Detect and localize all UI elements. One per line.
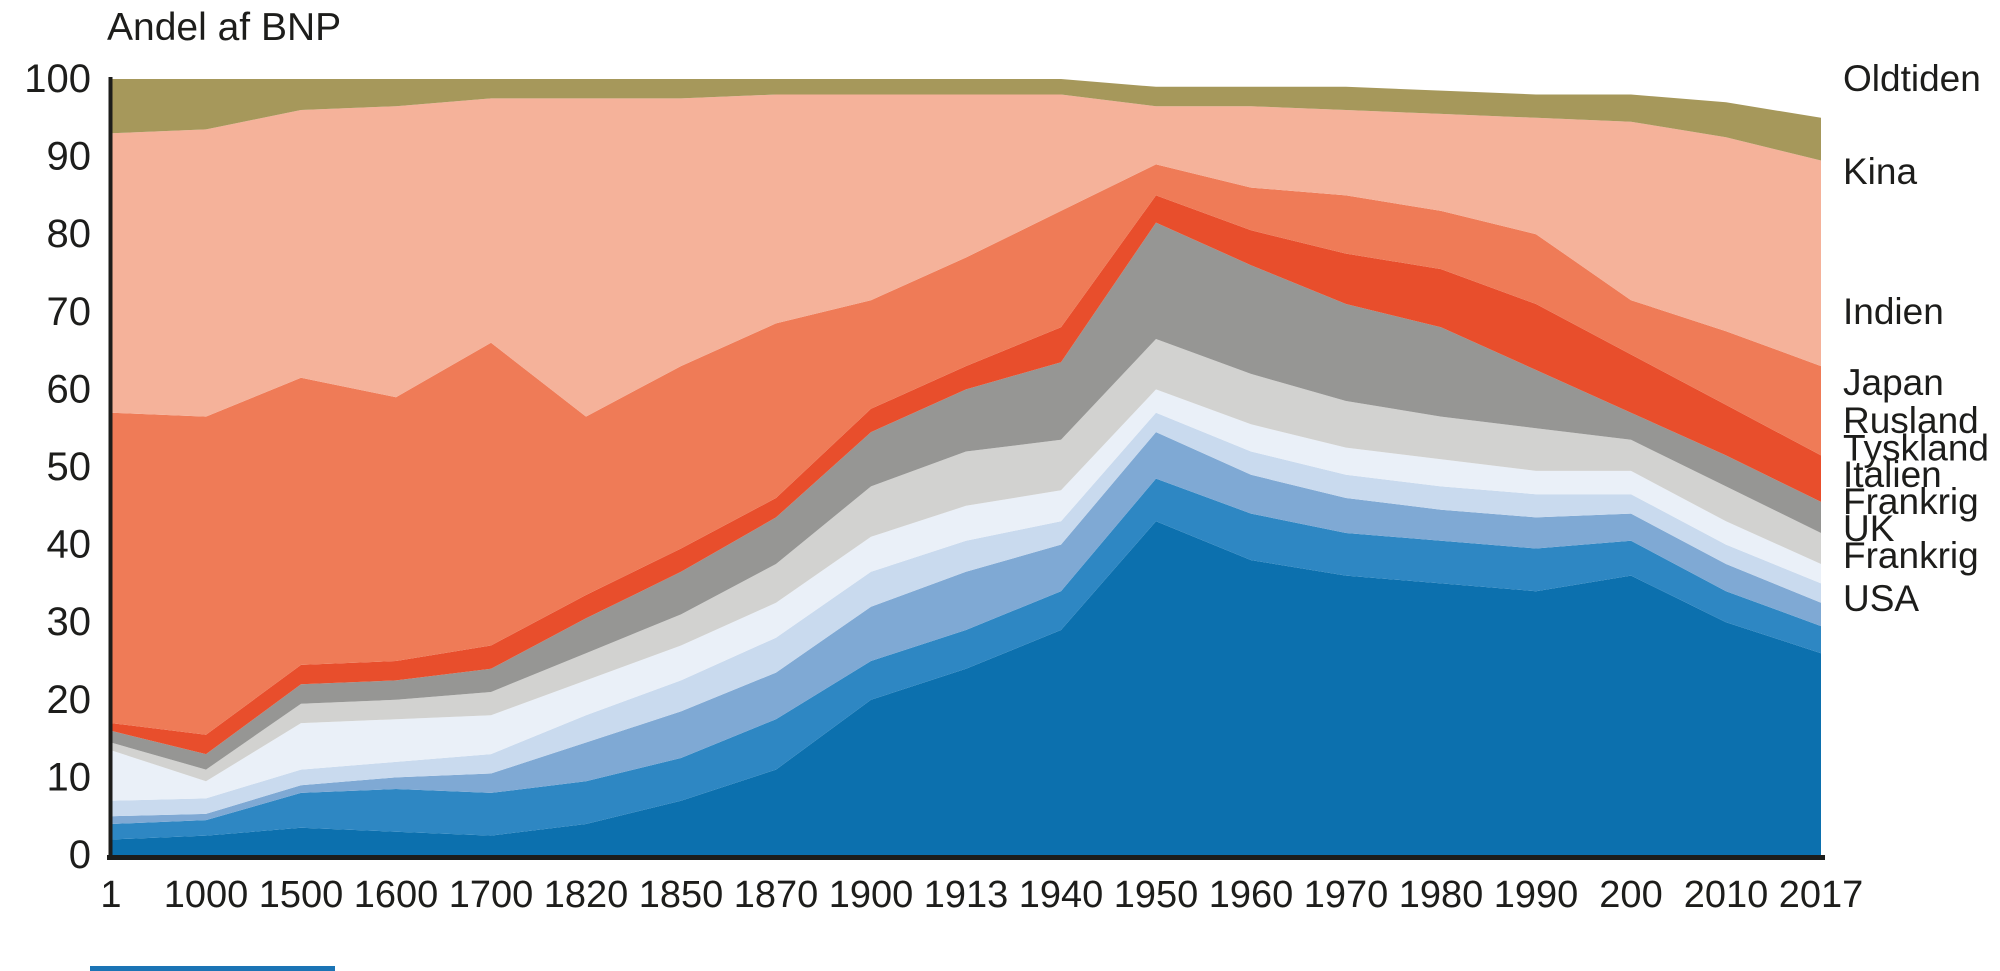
series-label-indien-2: Indien	[1843, 291, 1944, 332]
series-label-uk-8: UK	[1843, 508, 1895, 549]
area-frankrig-3	[111, 412, 1821, 817]
y-tick-label-0: 0	[69, 833, 91, 877]
x-tick-label-1870: 1870	[734, 874, 819, 916]
x-tick-label-1940: 1940	[1019, 874, 1104, 916]
area-japan-7	[111, 195, 1821, 755]
y-tick-label-30: 30	[47, 600, 92, 644]
chart-title: Andel af BNP	[107, 6, 341, 49]
x-tick-label-1820: 1820	[544, 874, 629, 916]
x-tick-label-1600: 1600	[354, 874, 439, 916]
series-label-rusland-4: Rusland	[1843, 400, 1979, 441]
y-tick-label-20: 20	[47, 678, 92, 722]
x-tick-label-1990: 1990	[1494, 874, 1579, 916]
y-tick-label-60: 60	[47, 367, 92, 411]
x-axis-line	[107, 855, 1825, 860]
series-label-japan-3: Japan	[1843, 362, 1944, 403]
series-label-frankrig-7: Frankrig	[1843, 481, 1979, 522]
area-tyskland-5	[111, 339, 1821, 782]
y-tick-label-90: 90	[47, 135, 92, 179]
x-tick-label-1913: 1913	[924, 874, 1009, 916]
series-label-kina-1: Kina	[1843, 151, 1917, 192]
y-axis-line	[108, 77, 113, 857]
area-kina-9	[111, 94, 1821, 417]
x-tick-label-1850: 1850	[639, 874, 724, 916]
y-tick-label-50: 50	[47, 445, 92, 489]
x-tick-label-1700: 1700	[449, 874, 534, 916]
area-usa-0	[111, 521, 1821, 855]
x-tick-label-2010: 2010	[1684, 874, 1769, 916]
series-label-oldtiden-0: Oldtiden	[1843, 58, 1981, 99]
area-uk-2	[111, 432, 1821, 824]
y-tick-label-40: 40	[47, 523, 92, 567]
x-tick-label-1950: 1950	[1114, 874, 1199, 916]
area-frankrig-1	[111, 478, 1821, 840]
series-label-frankrig-9: Frankrig	[1843, 535, 1979, 576]
area-indien-8	[111, 164, 1821, 735]
area-italien-4	[111, 389, 1821, 801]
x-tick-label-1500: 1500	[259, 874, 344, 916]
series-label-italien-6: Italien	[1843, 454, 1942, 495]
x-tick-label-1: 1	[100, 874, 121, 916]
y-tick-label-100: 100	[24, 57, 91, 101]
series-label-usa-10: USA	[1843, 578, 1919, 619]
footer-rule	[90, 966, 335, 971]
y-tick-label-10: 10	[47, 755, 92, 799]
x-tick-label-2017: 2017	[1779, 874, 1864, 916]
area-oldtiden-10	[111, 79, 1821, 161]
x-tick-label-1970: 1970	[1304, 874, 1389, 916]
y-tick-label-70: 70	[47, 290, 92, 334]
x-tick-label-1960: 1960	[1209, 874, 1294, 916]
series-label-tyskland-5: Tyskland	[1843, 427, 1989, 468]
y-tick-label-80: 80	[47, 212, 92, 256]
area-rusland-6	[111, 222, 1821, 770]
x-tick-label-1000: 1000	[164, 874, 249, 916]
x-tick-label-1900: 1900	[829, 874, 914, 916]
x-tick-label-1980: 1980	[1399, 874, 1484, 916]
x-tick-label-200: 200	[1599, 874, 1662, 916]
